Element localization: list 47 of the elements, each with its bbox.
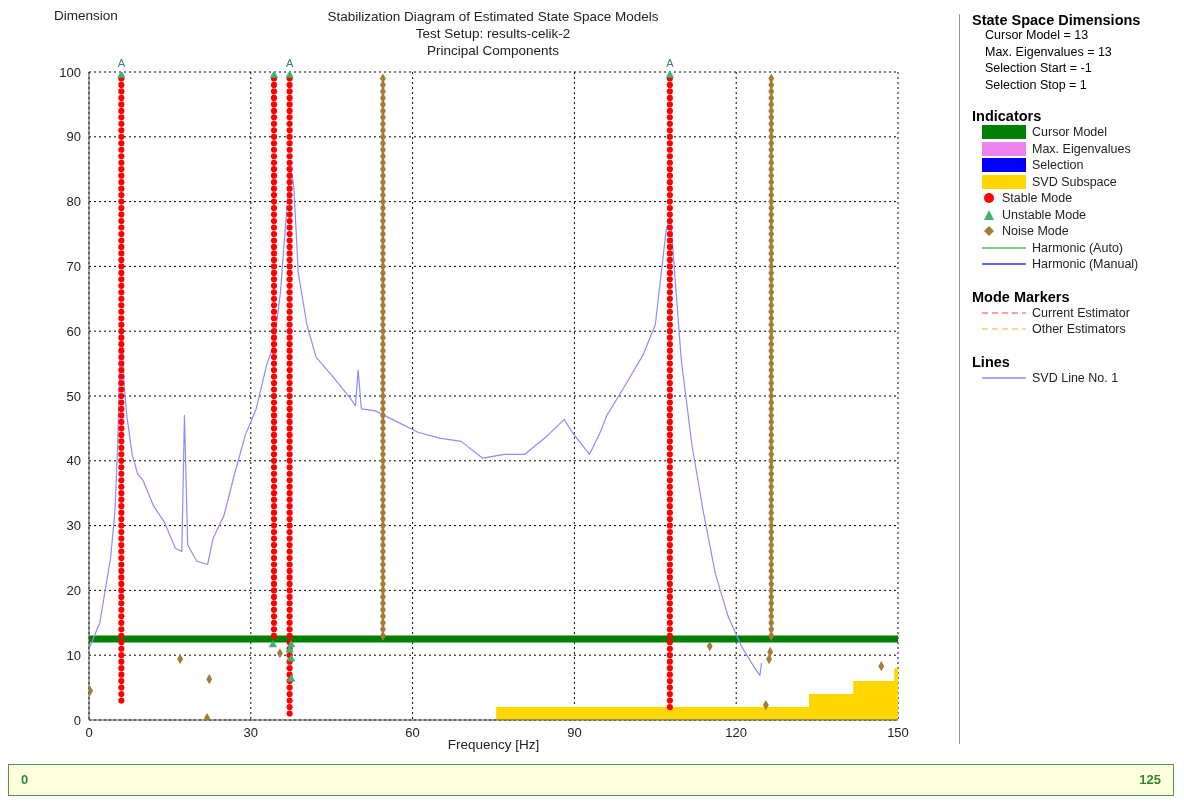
y-tick-label: 70 bbox=[66, 259, 81, 275]
overview-slider: 0 125 bbox=[8, 764, 1174, 796]
legend-label: Harmonic (Manual) bbox=[1032, 257, 1139, 272]
y-tick-label: 100 bbox=[59, 64, 81, 80]
y-tick-label: 80 bbox=[66, 194, 81, 210]
y-tick-label: 90 bbox=[66, 129, 81, 145]
x-tick-label: 0 bbox=[85, 725, 93, 741]
y-tick-label: 0 bbox=[73, 712, 81, 728]
legend-label: Unstable Mode bbox=[1002, 207, 1087, 222]
legend-label: Cursor Model bbox=[1032, 125, 1108, 140]
legend-label: Current Estimator bbox=[1032, 305, 1130, 320]
legend-label: SVD Line No. 1 bbox=[1032, 370, 1119, 385]
y-tick-label: 40 bbox=[66, 453, 81, 469]
text: State Space Dimensions bbox=[972, 12, 1142, 28]
x-tick-label: 120 bbox=[725, 725, 748, 741]
legend-label: Selection bbox=[1032, 158, 1084, 173]
y-tick-label: 50 bbox=[66, 388, 81, 404]
chart-title: Stabilization Diagram of Estimated State Space Models bbox=[326, 8, 660, 25]
chart-subtitle: Test Setup: results-celik-2 Principal Components bbox=[414, 25, 572, 58]
text: Selection Start = -1 bbox=[984, 61, 1093, 77]
text: Cursor Model = 13 bbox=[984, 28, 1090, 44]
annotation: A bbox=[117, 57, 126, 69]
x-tick-label: 90 bbox=[567, 725, 582, 741]
y-axis-title: Dimension bbox=[54, 8, 118, 23]
x-tick-label: 150 bbox=[887, 725, 909, 741]
text: Selection Stop = 1 bbox=[984, 77, 1088, 94]
annotation: A bbox=[285, 57, 294, 69]
x-axis-title: Frequency [Hz] bbox=[447, 737, 540, 752]
y-tick-label: 60 bbox=[66, 323, 81, 339]
annotation: A bbox=[666, 57, 675, 69]
text: Mode Markers bbox=[972, 288, 1071, 305]
legend-label: Harmonic (Auto) bbox=[1032, 240, 1123, 255]
y-tick-label: 10 bbox=[66, 647, 81, 663]
legend-label: Other Estimators bbox=[1032, 322, 1126, 337]
text: Lines bbox=[972, 353, 1011, 370]
legend-label: Stable Mode bbox=[1002, 191, 1073, 206]
x-tick-label: 30 bbox=[243, 725, 259, 741]
text: Max. Eigenvalues = 13 bbox=[984, 44, 1113, 61]
legend-label: SVD Subspace bbox=[1032, 174, 1117, 189]
y-tick-label: 20 bbox=[66, 583, 81, 599]
legend-label: Max. Eigenvalues bbox=[1032, 141, 1131, 156]
x-tick-label: 60 bbox=[405, 725, 420, 741]
y-tick-label: 30 bbox=[66, 518, 81, 534]
legend-label: Noise Mode bbox=[1002, 224, 1069, 239]
point bbox=[287, 674, 296, 682]
text: Indicators bbox=[972, 108, 1043, 124]
point bbox=[268, 640, 278, 648]
